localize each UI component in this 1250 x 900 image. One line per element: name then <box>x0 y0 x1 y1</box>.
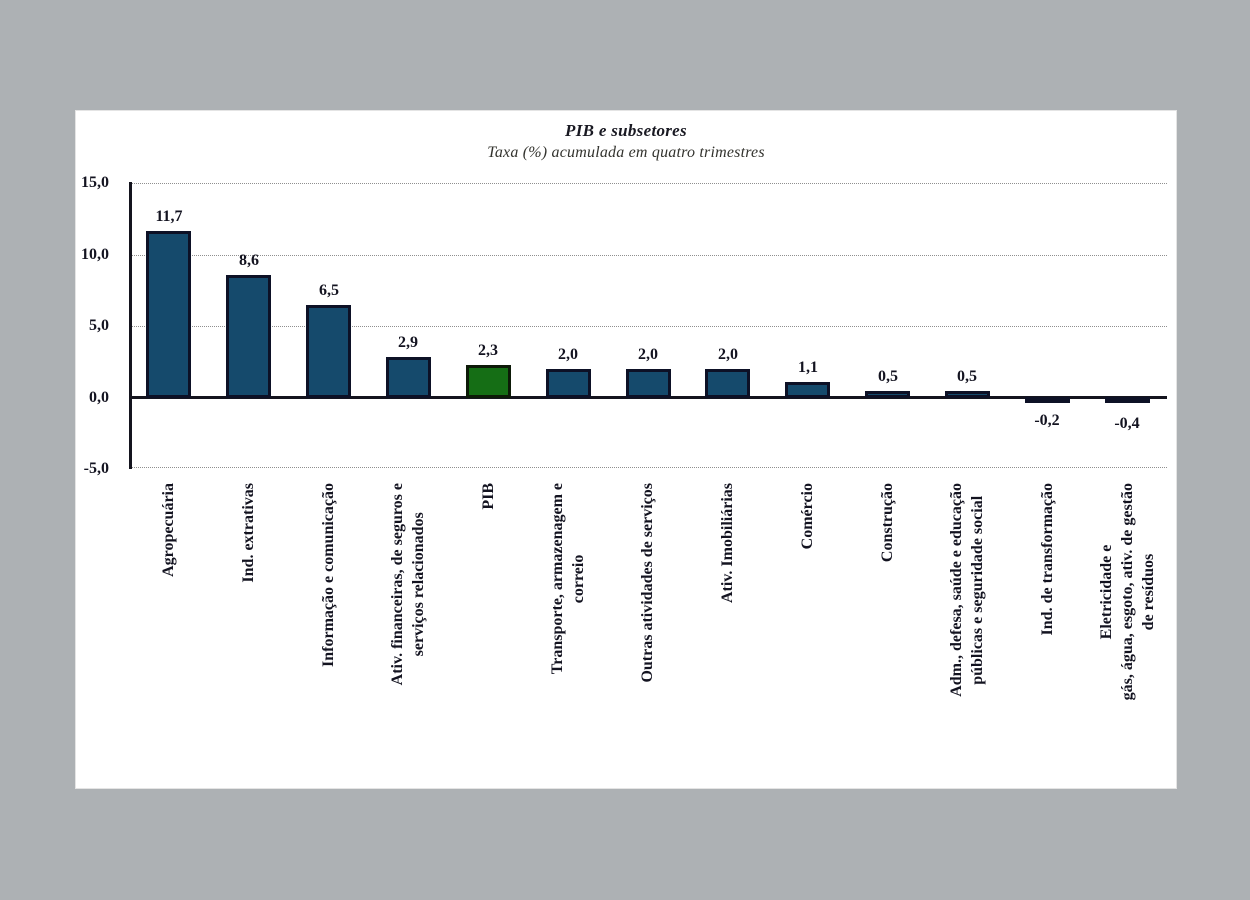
bar <box>226 275 271 398</box>
value-label: -0,4 <box>1114 415 1140 432</box>
x-axis-label-text: Eletricidade e gás, água, esgoto, ativ. … <box>1097 483 1157 701</box>
x-axis-label: Informação e comunicação <box>289 483 369 787</box>
x-axis-label: Outras atividades de serviços <box>608 483 688 787</box>
x-axis-label-text: Transporte, armazenagem e correio <box>549 483 588 675</box>
x-axis-label: Ind. de transformação <box>1007 483 1087 787</box>
x-axis-label-text: PIB <box>479 483 497 510</box>
bar-pib <box>466 365 511 398</box>
x-axis-label: Comércio <box>768 483 848 787</box>
chart-subtitle: Taxa (%) acumulada em quatro trimestres <box>487 144 765 161</box>
bar <box>546 369 591 398</box>
x-axis-label: Transporte, armazenagem e correio <box>528 483 608 787</box>
value-label: 0,5 <box>878 368 898 385</box>
value-label: 2,0 <box>638 346 658 363</box>
x-axis-label-text: Construção <box>879 483 897 563</box>
value-label: 6,5 <box>319 282 339 299</box>
bar <box>146 231 191 398</box>
value-label: 2,0 <box>558 346 578 363</box>
y-tick-label: 10,0 <box>81 246 109 263</box>
bar <box>626 369 671 398</box>
x-axis-label: Eletricidade e gás, água, esgoto, ativ. … <box>1087 483 1167 787</box>
y-tick-label: -5,0 <box>83 460 109 477</box>
value-label: 0,5 <box>957 368 977 385</box>
value-label: 2,9 <box>398 334 418 351</box>
value-label: 2,3 <box>478 342 498 359</box>
x-axis-labels: Agropecuária Ind. extrativas Informação e … <box>129 483 1167 787</box>
bar <box>1025 397 1070 403</box>
y-tick-label: 15,0 <box>81 174 109 191</box>
x-axis-label: PIB <box>448 483 528 787</box>
x-axis-label: Ativ. financeiras, de seguros e serviços… <box>369 483 449 787</box>
x-axis-label: Construção <box>848 483 928 787</box>
bar <box>386 357 431 398</box>
y-tick-label: 5,0 <box>89 317 109 334</box>
x-axis-label: Adm., defesa, saúde e educação públicas … <box>927 483 1007 787</box>
x-axis-label: Ind. extrativas <box>209 483 289 787</box>
bar <box>865 391 910 398</box>
y-tick-label: 0,0 <box>89 389 109 406</box>
value-label: -0,2 <box>1034 412 1060 429</box>
gridline <box>129 326 1167 327</box>
bar <box>785 382 830 398</box>
value-label: 11,7 <box>155 208 183 225</box>
gridline <box>129 467 1167 468</box>
value-label: 2,0 <box>718 346 738 363</box>
chart-panel: PIB e subsetores Taxa (%) acumulada em q… <box>75 110 1177 789</box>
x-axis-label-text: Ativ. Imobiliárias <box>719 483 737 604</box>
x-axis-label-text: Ind. extrativas <box>240 483 258 583</box>
y-axis-labels: 15,0 10,0 5,0 0,0 -5,0 <box>76 175 122 477</box>
gridline <box>129 255 1167 256</box>
x-axis-label-text: Ind. de transformação <box>1038 483 1056 636</box>
chart-title: PIB e subsetores <box>565 121 687 140</box>
plot-area: 11,7 8,6 6,5 2,9 2,3 2,0 2,0 2,0 1,1 0,5 0,5 -0,2 -0… <box>129 182 1167 469</box>
x-axis-label: Agropecuária <box>129 483 209 787</box>
value-label: 1,1 <box>798 359 818 376</box>
value-label: 8,6 <box>239 252 259 269</box>
y-axis-line <box>129 182 132 469</box>
x-axis-label-text: Adm., defesa, saúde e educação públicas … <box>948 483 987 697</box>
x-axis-label-text: Comércio <box>799 483 817 550</box>
x-axis-label-text: Outras atividades de serviços <box>639 483 657 683</box>
bar <box>1105 397 1150 403</box>
gridline <box>129 183 1167 184</box>
bar <box>705 369 750 398</box>
x-axis-label-text: Agropecuária <box>160 483 178 577</box>
x-axis-label-text: Ativ. financeiras, de seguros e serviços… <box>389 483 428 686</box>
bar <box>306 305 351 398</box>
bar <box>945 391 990 398</box>
x-axis-label: Ativ. Imobiliárias <box>688 483 768 787</box>
x-axis-label-text: Informação e comunicação <box>320 483 338 667</box>
